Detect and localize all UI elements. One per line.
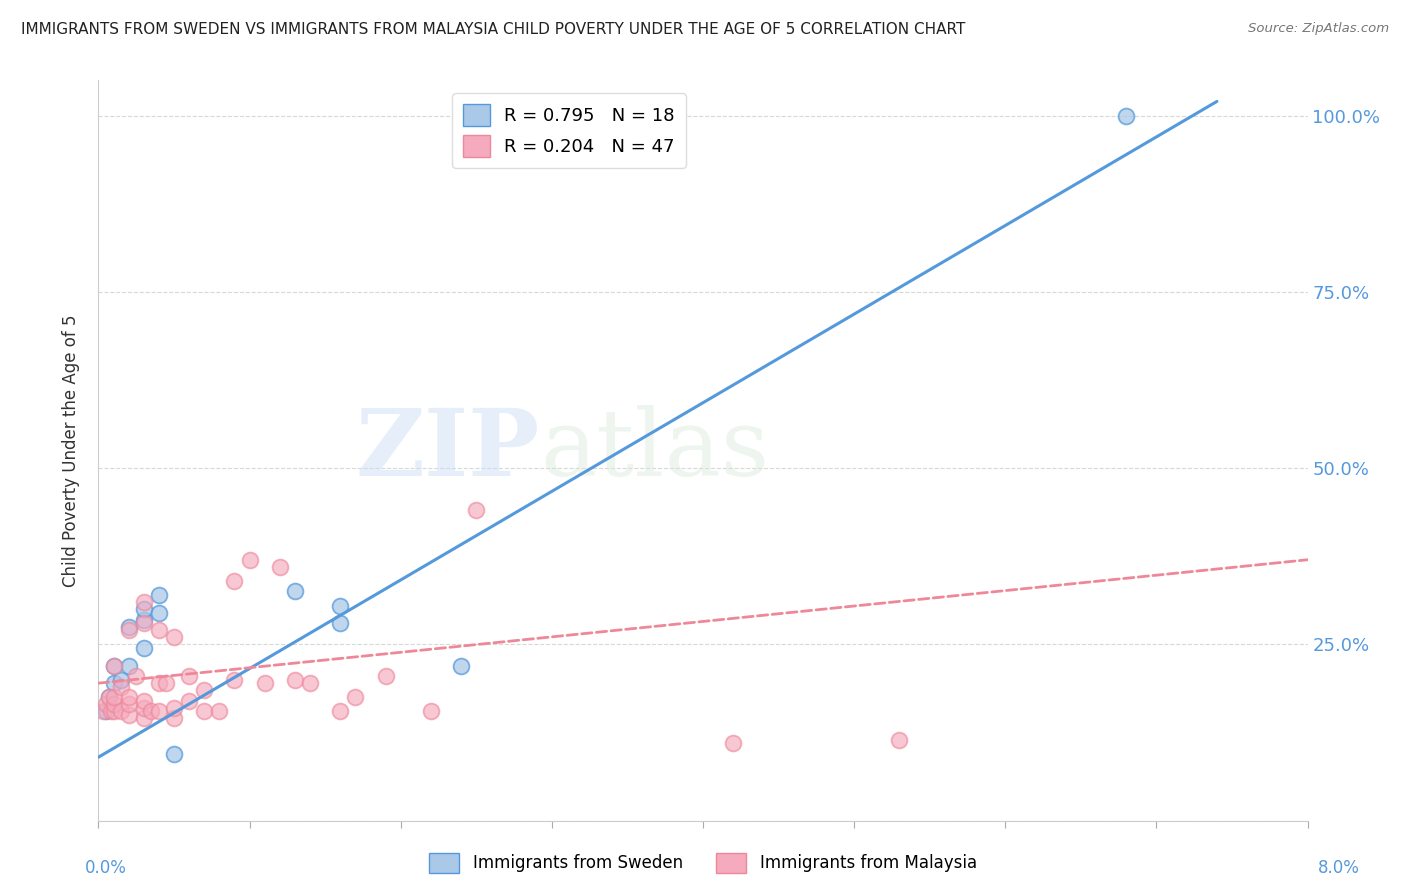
Point [1115,109,1137,123]
Point [125,669,148,683]
Point [374,669,396,683]
Point [110,704,132,718]
Legend: R = 0.795   N = 18, R = 0.204   N = 47: R = 0.795 N = 18, R = 0.204 N = 47 [453,93,686,168]
Point [118,698,141,712]
Point [224,574,246,588]
Point [208,704,231,718]
Point [193,683,215,698]
Point [253,676,276,690]
Point [103,658,125,673]
Point [103,658,125,673]
Point [132,701,155,715]
Point [98,690,121,705]
Point [155,676,177,690]
Point [94,704,117,718]
Text: Source: ZipAtlas.com: Source: ZipAtlas.com [1249,22,1389,36]
Text: ZIP: ZIP [356,406,540,495]
Point [224,673,246,687]
Point [141,704,163,718]
Point [148,624,170,638]
Point [103,676,125,690]
Point [148,704,170,718]
Point [132,616,155,631]
Point [163,630,186,644]
Point [344,690,367,705]
Point [91,704,114,718]
Point [132,694,155,708]
Point [118,620,141,634]
Point [329,599,352,613]
Point [118,658,141,673]
Point [110,673,132,687]
Point [148,606,170,620]
Point [179,694,201,708]
Point [148,588,170,602]
Point [239,553,262,567]
Point [118,690,141,705]
Text: IMMIGRANTS FROM SWEDEN VS IMMIGRANTS FROM MALAYSIA CHILD POVERTY UNDER THE AGE O: IMMIGRANTS FROM SWEDEN VS IMMIGRANTS FRO… [21,22,966,37]
Point [193,704,215,718]
Point [132,595,155,609]
Point [299,676,322,690]
Point [284,584,307,599]
Point [132,602,155,616]
Point [420,704,443,718]
Text: 0.0%: 0.0% [84,859,127,877]
Point [284,673,307,687]
Point [269,559,291,574]
Point [723,736,745,750]
Point [98,690,121,705]
Text: 8.0%: 8.0% [1317,859,1360,877]
Point [132,711,155,725]
Legend: Immigrants from Sweden, Immigrants from Malaysia: Immigrants from Sweden, Immigrants from … [423,847,983,880]
Point [103,690,125,705]
Point [132,613,155,627]
Point [450,658,472,673]
Point [132,640,155,655]
Point [465,503,488,517]
Point [118,624,141,638]
Point [148,676,170,690]
Point [163,701,186,715]
Point [110,680,132,694]
Point [103,698,125,712]
Point [329,704,352,718]
Point [163,747,186,761]
Y-axis label: Child Poverty Under the Age of 5: Child Poverty Under the Age of 5 [62,314,80,587]
Point [179,669,201,683]
Point [94,698,117,712]
Point [329,616,352,631]
Text: atlas: atlas [540,406,769,495]
Point [103,704,125,718]
Point [163,711,186,725]
Point [100,704,122,718]
Point [889,732,911,747]
Point [118,707,141,722]
